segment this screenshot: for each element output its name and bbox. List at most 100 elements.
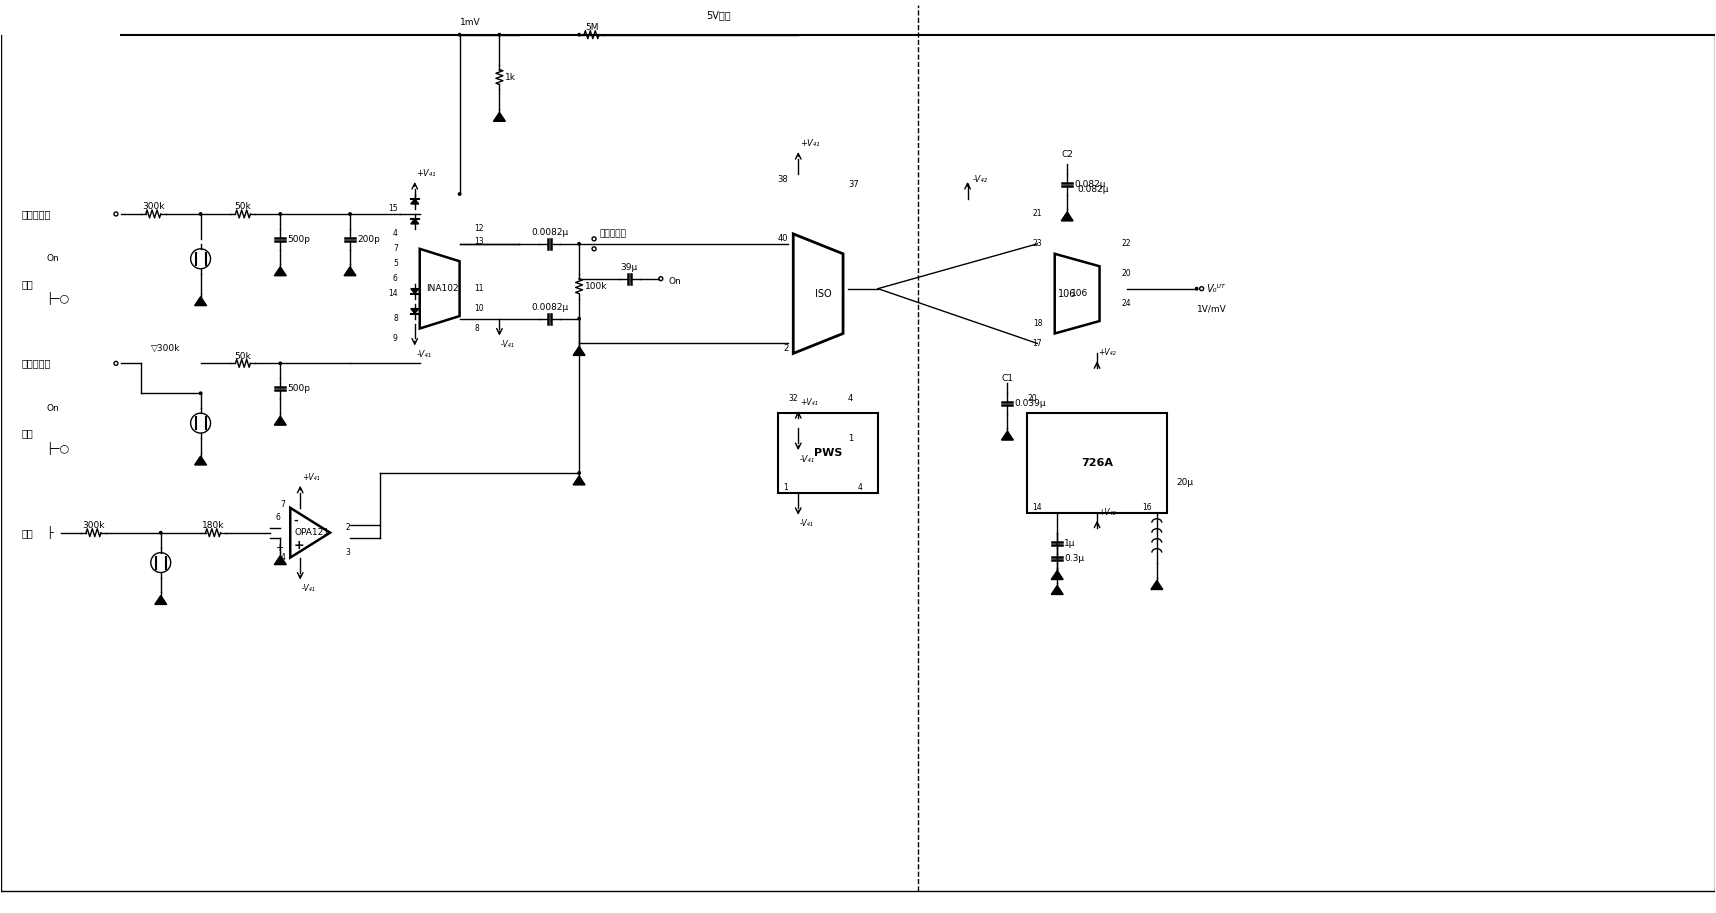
Text: 106: 106 xyxy=(1071,289,1088,299)
Text: 8: 8 xyxy=(393,314,398,323)
Polygon shape xyxy=(1151,581,1163,590)
Text: 726A: 726A xyxy=(1081,458,1114,468)
Text: 38: 38 xyxy=(777,174,788,184)
Polygon shape xyxy=(194,456,206,465)
Text: 180k: 180k xyxy=(202,521,225,530)
Text: OPA121: OPA121 xyxy=(295,529,329,537)
Text: 4: 4 xyxy=(393,229,398,238)
Text: 1k: 1k xyxy=(506,72,517,81)
Text: 21: 21 xyxy=(1033,209,1042,218)
Text: 39μ: 39μ xyxy=(621,263,638,272)
Text: 3: 3 xyxy=(345,548,350,557)
Text: 右腿: 右腿 xyxy=(21,528,33,538)
Text: 17: 17 xyxy=(1033,339,1042,348)
Text: 13: 13 xyxy=(475,237,484,247)
Text: ├: ├ xyxy=(46,526,53,540)
Text: ISO: ISO xyxy=(815,289,832,299)
Text: 10: 10 xyxy=(475,304,484,313)
Text: +V₄₁: +V₄₁ xyxy=(800,139,819,148)
Text: 20: 20 xyxy=(1028,394,1036,403)
Text: 校准发生器: 校准发生器 xyxy=(599,229,626,238)
Text: 7: 7 xyxy=(280,500,285,509)
Text: V₀ᵁᵀ: V₀ᵁᵀ xyxy=(1206,284,1225,294)
Polygon shape xyxy=(573,476,585,485)
Polygon shape xyxy=(410,289,419,294)
Text: -V₄₁: -V₄₁ xyxy=(417,350,431,359)
Text: +: + xyxy=(293,539,304,551)
Polygon shape xyxy=(275,416,287,425)
Circle shape xyxy=(348,213,352,215)
Polygon shape xyxy=(343,267,355,276)
Text: -V₄₁: -V₄₁ xyxy=(800,455,815,464)
Text: 7: 7 xyxy=(393,245,398,253)
Text: 18: 18 xyxy=(1033,319,1042,328)
Polygon shape xyxy=(1052,571,1064,580)
Text: 14: 14 xyxy=(388,289,398,299)
Text: 0.082μ: 0.082μ xyxy=(1074,180,1105,189)
Circle shape xyxy=(199,392,202,394)
Text: 4: 4 xyxy=(280,553,285,562)
Text: 37: 37 xyxy=(848,180,858,189)
Text: 24: 24 xyxy=(1122,299,1131,308)
Text: 1: 1 xyxy=(848,434,853,443)
Polygon shape xyxy=(410,219,419,224)
Text: 校准发生器: 校准发生器 xyxy=(21,359,51,368)
Text: 500p: 500p xyxy=(287,235,311,244)
Text: 300k: 300k xyxy=(142,203,165,212)
Polygon shape xyxy=(154,595,166,604)
Text: -: - xyxy=(293,515,299,525)
Text: +V₄₁: +V₄₁ xyxy=(417,169,436,178)
Text: 20μ: 20μ xyxy=(1177,478,1194,488)
Text: 23: 23 xyxy=(1033,239,1042,248)
Text: 5M: 5M xyxy=(585,23,599,32)
Text: 300k: 300k xyxy=(82,521,105,530)
Polygon shape xyxy=(1002,431,1014,440)
Text: 9: 9 xyxy=(393,334,398,343)
Text: 200p: 200p xyxy=(357,235,379,244)
Polygon shape xyxy=(573,346,585,355)
Text: INA102: INA102 xyxy=(426,284,458,293)
Text: 500p: 500p xyxy=(287,384,311,394)
Text: -V₄₂: -V₄₂ xyxy=(973,174,988,184)
Circle shape xyxy=(498,34,501,36)
Text: ├─○: ├─○ xyxy=(46,442,69,455)
Polygon shape xyxy=(275,556,287,564)
Circle shape xyxy=(280,362,281,364)
Text: 4: 4 xyxy=(858,483,863,492)
Text: 5: 5 xyxy=(393,259,398,268)
Circle shape xyxy=(160,531,161,534)
Text: 15: 15 xyxy=(388,205,398,214)
Text: 16: 16 xyxy=(1143,503,1151,512)
Text: -V₄₁: -V₄₁ xyxy=(302,584,316,593)
Circle shape xyxy=(1196,288,1198,289)
Polygon shape xyxy=(410,199,419,204)
Text: 右臂: 右臂 xyxy=(21,428,33,438)
Circle shape xyxy=(578,34,580,36)
Text: 0.082μ: 0.082μ xyxy=(1078,184,1109,194)
Polygon shape xyxy=(494,112,506,121)
Polygon shape xyxy=(1060,212,1072,221)
Text: 11: 11 xyxy=(475,284,484,293)
Text: +V₄₁: +V₄₁ xyxy=(800,398,817,407)
Text: 106: 106 xyxy=(1059,289,1076,299)
Bar xyxy=(1028,414,1167,513)
Text: 左臂: 左臂 xyxy=(21,278,33,289)
Circle shape xyxy=(458,34,462,36)
Text: 2: 2 xyxy=(345,523,350,532)
Text: 50k: 50k xyxy=(235,352,251,361)
Text: -V₄₁: -V₄₁ xyxy=(501,340,515,349)
Polygon shape xyxy=(275,267,287,276)
Text: +V₄₂: +V₄₂ xyxy=(1098,349,1115,357)
Bar xyxy=(779,414,879,493)
Circle shape xyxy=(458,193,462,195)
Text: C2: C2 xyxy=(1060,150,1072,159)
Text: On: On xyxy=(46,255,58,263)
Text: On: On xyxy=(669,278,681,286)
Text: 0.0082μ: 0.0082μ xyxy=(530,302,568,311)
Text: 12: 12 xyxy=(475,225,484,234)
Text: -V₄₁: -V₄₁ xyxy=(800,519,813,529)
Text: 22: 22 xyxy=(1122,239,1131,248)
Polygon shape xyxy=(1052,585,1064,594)
Text: ▽300k: ▽300k xyxy=(151,344,180,353)
Text: 40: 40 xyxy=(777,235,788,244)
